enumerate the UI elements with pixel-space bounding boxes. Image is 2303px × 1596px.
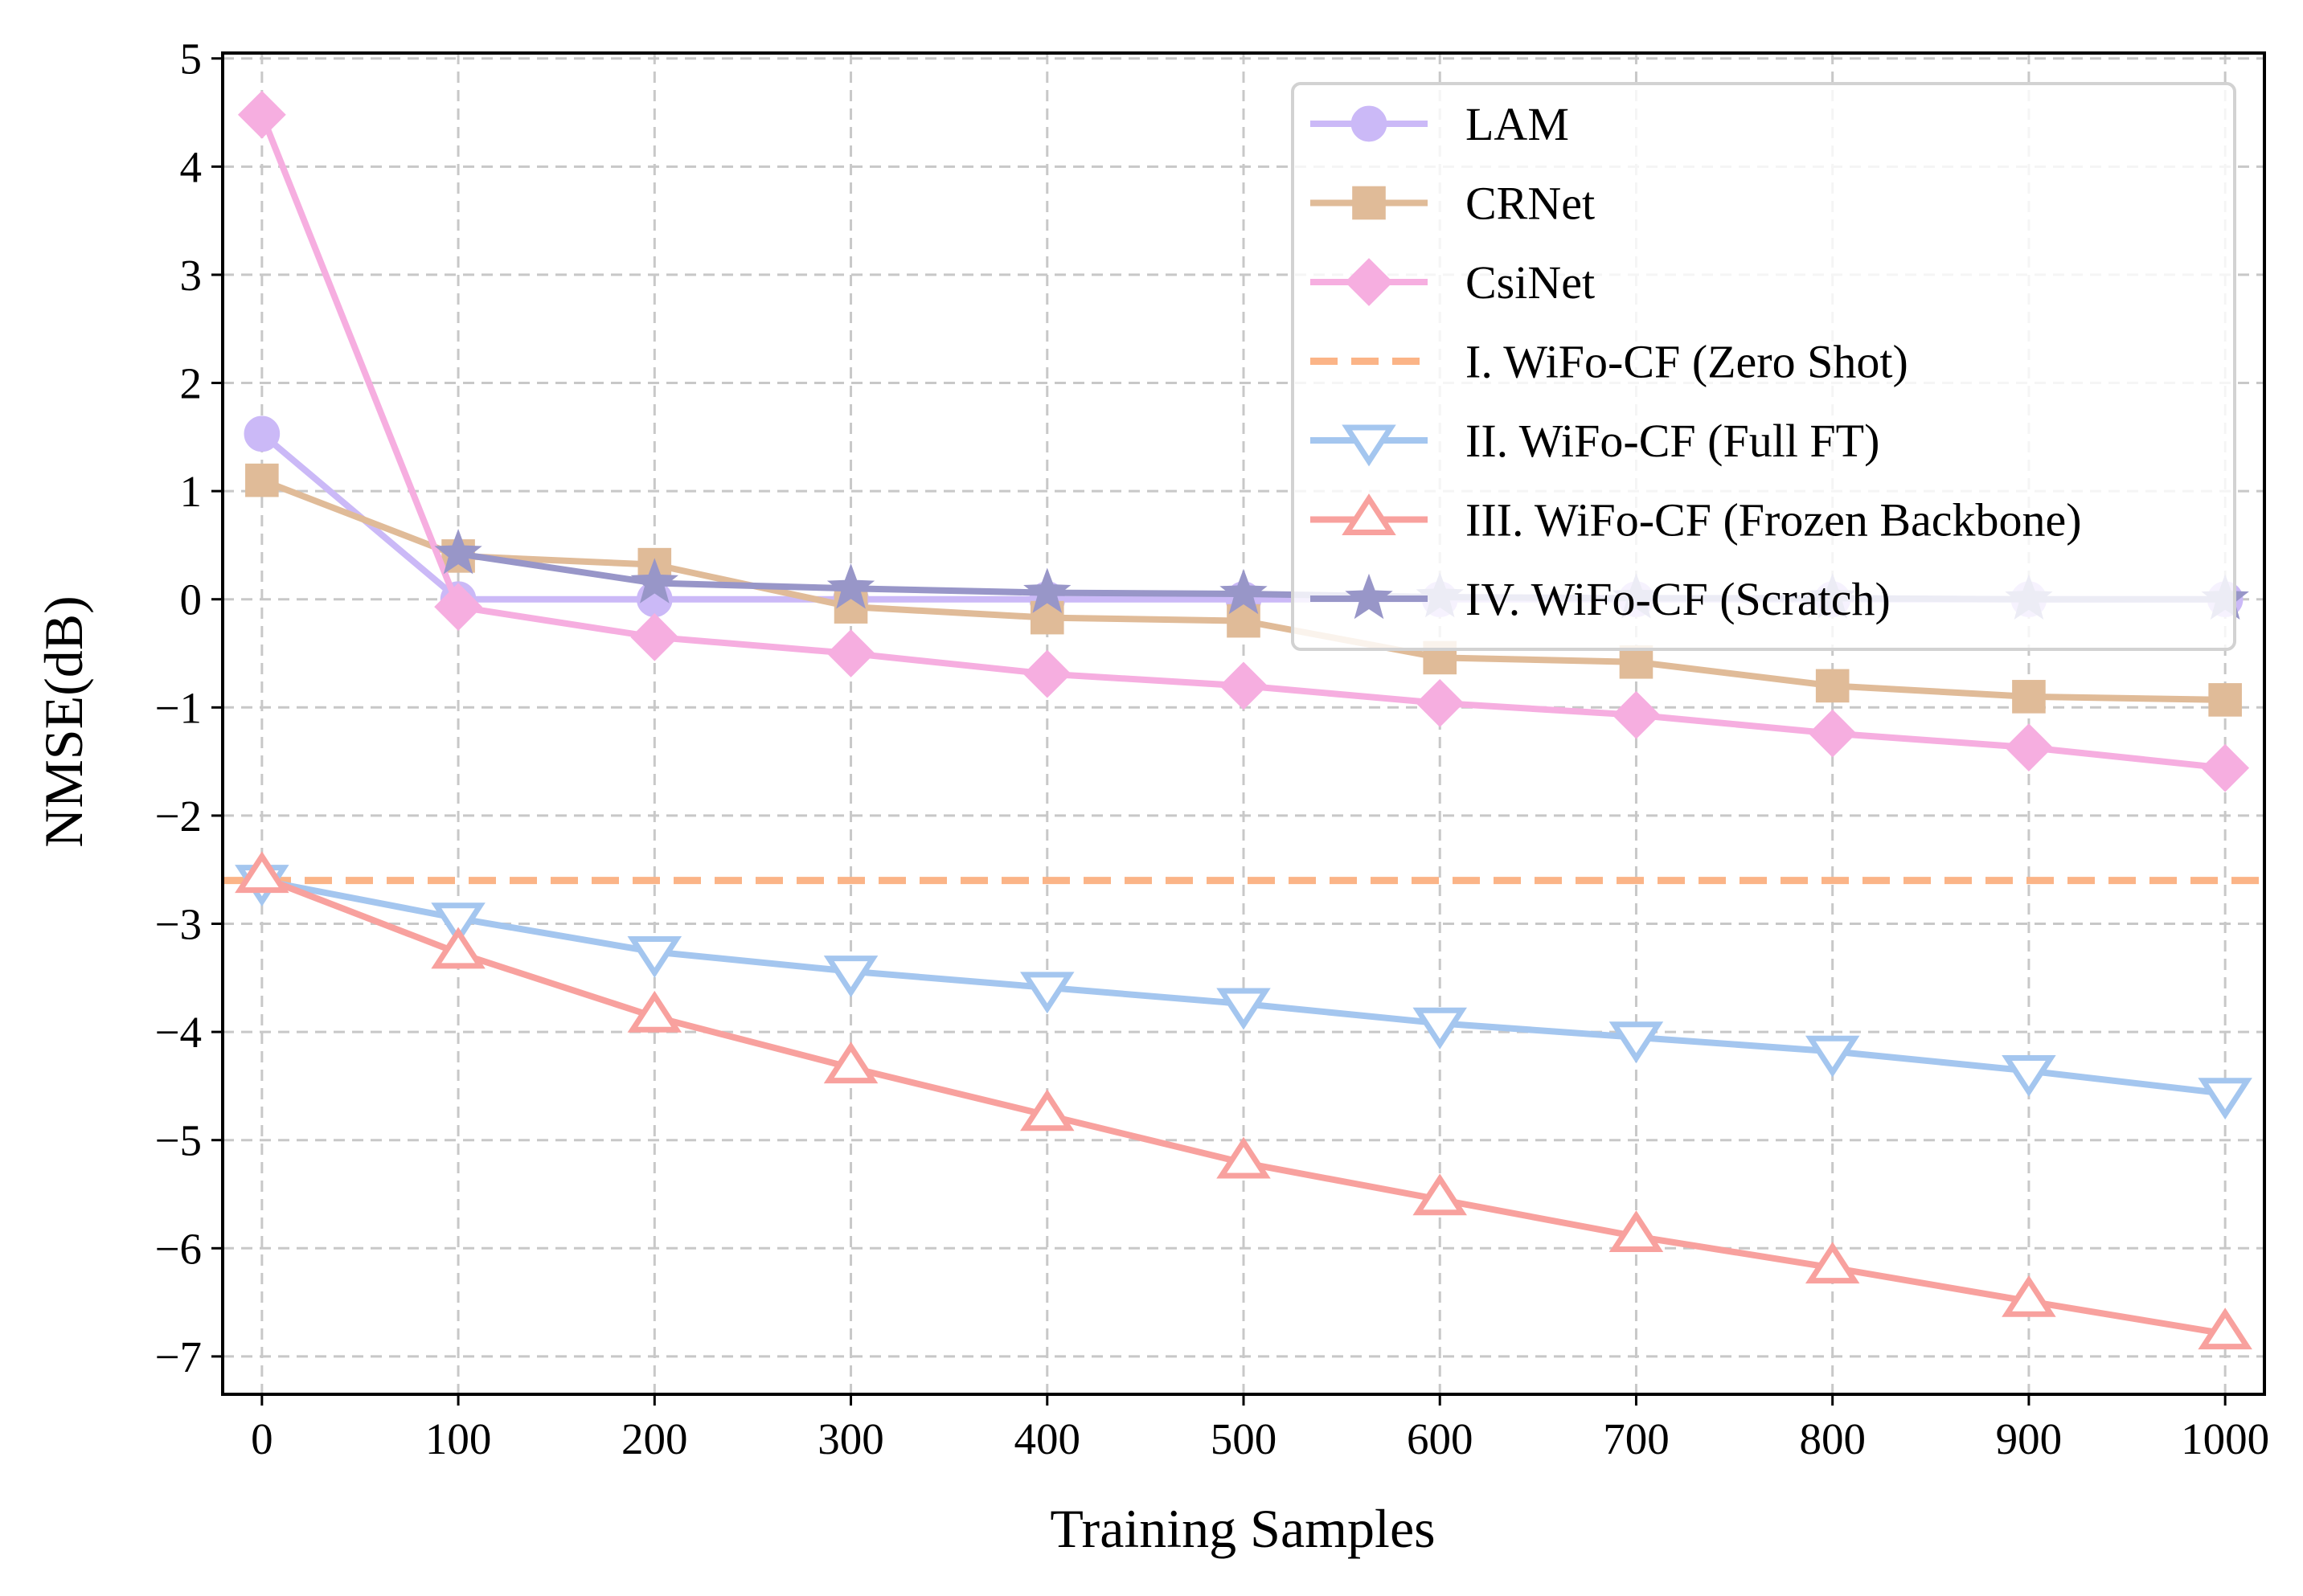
y-tick-label: 3	[180, 251, 203, 300]
y-tick-label: −2	[154, 792, 202, 841]
legend-entry-iv-wifo-cf-scratch: IV. WiFo-CF (Scratch)	[1310, 573, 1891, 625]
data-point	[826, 563, 875, 609]
data-point	[434, 583, 482, 632]
data-point	[431, 902, 486, 945]
legend-entry-ii-wifo-cf-full-ft: II. WiFo-CF (Full FT)	[1310, 415, 1879, 467]
x-tick-label: 500	[1211, 1414, 1277, 1463]
x-tick-label: 300	[818, 1414, 884, 1463]
data-point	[823, 956, 879, 998]
data-point	[627, 990, 682, 1033]
x-tick-label: 200	[621, 1414, 688, 1463]
data-point	[630, 612, 679, 661]
y-tick-label: 2	[180, 359, 203, 408]
legend-label: I. WiFo-CF (Zero Shot)	[1465, 336, 1908, 388]
legend: LAM CRNet CsiNet I. WiFo-CF (Zero Shot) II. …	[1291, 82, 2236, 651]
x-axis-label: Training Samples	[1050, 1498, 1435, 1559]
series-ii-wifo-cf-full-ft	[235, 865, 2252, 1120]
y-tick-label: −1	[154, 683, 202, 732]
y-tick-label: −7	[154, 1332, 202, 1381]
legend-entry-crnet: CRNet	[1310, 178, 1595, 230]
data-point	[1020, 1089, 1075, 1132]
data-point	[237, 90, 286, 139]
data-point	[1612, 690, 1661, 739]
data-point	[245, 463, 279, 497]
data-point	[1805, 1242, 1860, 1284]
data-point	[1808, 709, 1857, 758]
y-tick-label: −5	[154, 1116, 202, 1165]
data-point	[1416, 679, 1465, 727]
data-point	[1216, 1136, 1271, 1179]
x-tick-label: 700	[1603, 1414, 1670, 1463]
y-tick-label: −3	[154, 900, 202, 949]
legend-label: II. WiFo-CF (Full FT)	[1465, 415, 1879, 467]
data-point	[1219, 661, 1268, 710]
data-point	[1022, 649, 1072, 698]
data-point	[627, 935, 682, 978]
legend-label: IV. WiFo-CF (Scratch)	[1465, 573, 1891, 625]
legend-entry-i-wifo-cf-zero-shot: I. WiFo-CF (Zero Shot)	[1310, 336, 1908, 388]
legend-marker	[1345, 258, 1393, 306]
legend-marker	[1342, 493, 1396, 536]
data-point	[2002, 1275, 2056, 1317]
data-point	[2005, 723, 2053, 772]
data-point	[1020, 972, 1075, 1014]
data-point	[1216, 988, 1271, 1030]
data-point	[431, 927, 486, 969]
data-point	[1412, 1007, 1467, 1050]
y-tick-label: −4	[154, 1008, 202, 1057]
y-tick-label: 1	[180, 467, 203, 516]
y-tick-label: 5	[180, 35, 203, 84]
x-tick-label: 900	[1996, 1414, 2063, 1463]
x-tick-label: 0	[251, 1414, 273, 1463]
data-point	[826, 629, 875, 677]
data-point	[2201, 743, 2250, 792]
data-point	[1608, 1210, 1664, 1253]
data-point	[630, 558, 678, 604]
legend-label: CRNet	[1465, 178, 1595, 230]
y-tick-label: −6	[154, 1224, 202, 1273]
data-point	[434, 528, 482, 575]
series-csinet	[237, 90, 2250, 792]
series-iii-wifo-cf-frozen-backbone	[235, 851, 2252, 1350]
data-point	[2208, 683, 2242, 717]
data-point	[1608, 1021, 1664, 1064]
series-layer	[223, 90, 2264, 1350]
data-point	[1219, 568, 1268, 615]
data-point	[823, 1041, 879, 1084]
x-tick-label: 100	[425, 1414, 492, 1463]
data-point	[2198, 1078, 2252, 1120]
data-point	[1412, 1173, 1467, 1216]
y-tick-label: 4	[180, 142, 203, 191]
legend-label: CsiNet	[1465, 256, 1595, 309]
legend-marker	[1345, 573, 1393, 620]
data-point	[1805, 1035, 1860, 1078]
legend-entry-lam: LAM	[1310, 98, 1569, 150]
axes: 0 100 200 300 400 500 600 700 800 900 1000 5 4 3 2 1 0 −1…	[154, 35, 2269, 1463]
data-point	[244, 415, 281, 452]
legend-box	[1291, 82, 2236, 651]
data-point	[235, 851, 289, 894]
y-tick-label: 0	[180, 575, 203, 624]
data-point	[1023, 567, 1072, 613]
legend-label: LAM	[1465, 98, 1569, 150]
x-tick-label: 800	[1799, 1414, 1866, 1463]
legend-marker	[1342, 424, 1396, 467]
x-tick-label: 600	[1407, 1414, 1473, 1463]
legend-entry-csinet: CsiNet	[1310, 256, 1595, 309]
data-point	[2198, 1307, 2252, 1350]
legend-label: III. WiFo-CF (Frozen Backbone)	[1465, 494, 2082, 546]
legend-entry-iii-wifo-cf-frozen-backbone: III. WiFo-CF (Frozen Backbone)	[1310, 493, 2082, 546]
legend-marker	[1352, 186, 1386, 220]
data-point	[1815, 669, 1850, 703]
y-axis-label: NMSE(dB)	[33, 595, 94, 848]
legend-marker	[1350, 105, 1387, 142]
x-tick-label: 1000	[2181, 1414, 2269, 1463]
x-tick-label: 400	[1014, 1414, 1081, 1463]
data-point	[2012, 680, 2046, 714]
data-point	[2002, 1055, 2056, 1097]
